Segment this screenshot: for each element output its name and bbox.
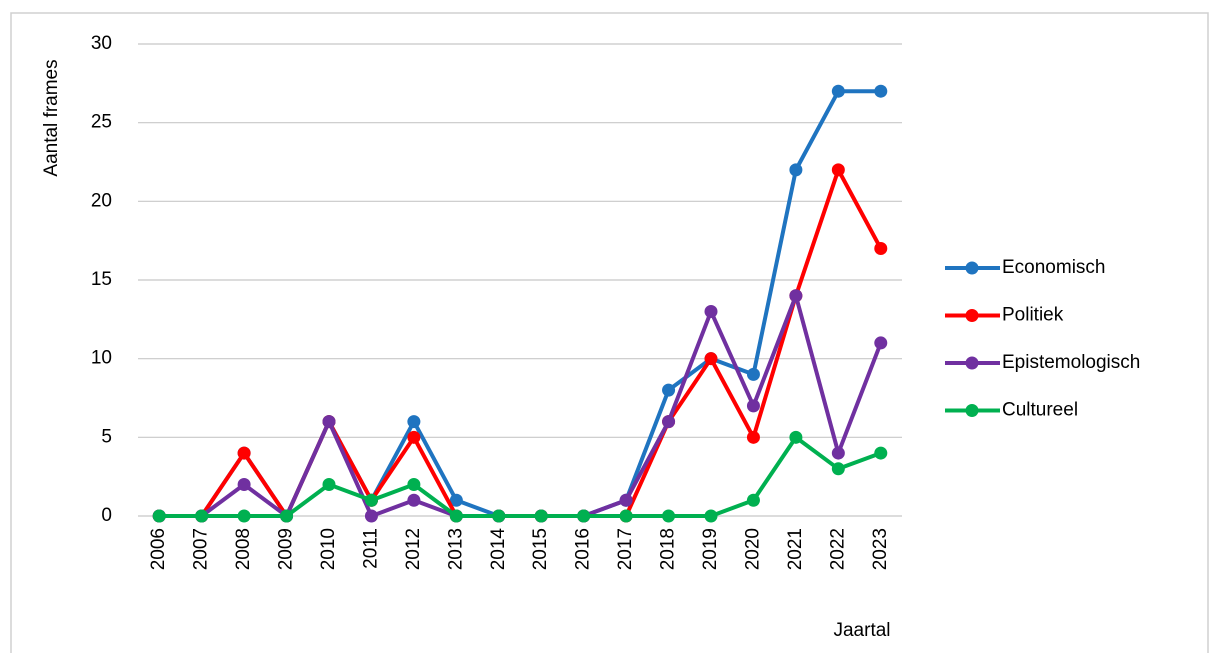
data-point	[831, 462, 845, 476]
legend-marker	[965, 309, 979, 322]
y-tick-label: 0	[101, 505, 112, 526]
data-point	[237, 478, 251, 492]
data-point	[195, 509, 209, 523]
x-tick-label: 2023	[870, 528, 891, 570]
data-point	[449, 493, 463, 507]
legend-label: Epistemologisch	[1002, 352, 1140, 373]
x-tick-label: 2015	[530, 528, 551, 570]
data-point	[746, 399, 760, 413]
data-point	[704, 304, 718, 318]
y-axis-title: Aantal frames	[41, 59, 62, 176]
legend-marker	[965, 356, 979, 370]
data-point	[534, 509, 548, 523]
y-tick-label: 15	[91, 269, 112, 290]
data-point	[746, 493, 760, 507]
data-point	[322, 415, 336, 429]
data-point	[237, 446, 251, 460]
data-point	[746, 430, 760, 444]
x-tick-label: 2006	[148, 528, 169, 570]
data-point	[789, 430, 803, 444]
data-point	[704, 509, 718, 523]
data-point	[407, 478, 421, 492]
data-point	[662, 509, 676, 523]
x-tick-label: 2016	[573, 528, 594, 570]
y-tick-label: 20	[91, 190, 112, 211]
x-tick-label: 2010	[318, 528, 339, 570]
x-tick-label: 2013	[445, 528, 466, 570]
data-point	[577, 509, 591, 523]
x-tick-label: 2012	[403, 528, 424, 570]
series-line	[159, 89, 881, 518]
data-point	[407, 430, 421, 444]
legend-label: Economisch	[1002, 257, 1106, 278]
x-tick-label: 2008	[233, 528, 254, 570]
x-tick-label: 2014	[488, 528, 509, 571]
legend-label: Politiek	[1002, 305, 1064, 326]
x-tick-label: 2019	[700, 528, 721, 570]
data-point	[874, 446, 888, 460]
chart-border	[10, 12, 1209, 653]
data-point	[831, 446, 845, 460]
x-tick-label: 2018	[658, 528, 679, 570]
x-tick-label: 2009	[276, 528, 297, 570]
data-point	[789, 289, 803, 303]
data-point	[874, 242, 888, 256]
data-point	[874, 336, 888, 350]
legend-label: Cultureel	[1002, 400, 1078, 421]
series-line	[159, 167, 883, 518]
data-point	[237, 509, 251, 523]
data-point	[789, 163, 803, 177]
data-point	[364, 493, 378, 507]
legend-marker	[965, 261, 979, 275]
x-axis-title: Jaartal	[833, 620, 890, 641]
y-tick-label: 5	[101, 426, 112, 447]
legend-marker	[965, 404, 979, 417]
y-tick-label: 10	[91, 348, 112, 369]
series-line	[159, 435, 882, 518]
y-tick-label: 30	[91, 33, 112, 54]
data-point	[662, 415, 676, 429]
data-point	[831, 84, 845, 98]
x-tick-label: 2011	[360, 528, 381, 569]
x-tick-label: 2017	[615, 528, 636, 570]
series-line	[159, 293, 883, 518]
x-tick-label: 2020	[742, 528, 763, 570]
data-point	[662, 383, 676, 397]
data-point	[831, 163, 845, 177]
x-tick-label: 2021	[785, 528, 806, 570]
data-point	[874, 84, 888, 98]
data-point	[746, 367, 760, 381]
data-point	[492, 509, 506, 523]
data-point	[322, 478, 336, 492]
data-point	[449, 509, 463, 523]
data-point	[152, 509, 166, 523]
data-point	[407, 415, 421, 429]
y-tick-label: 25	[91, 112, 112, 133]
data-point	[364, 509, 378, 523]
data-point	[407, 493, 421, 507]
x-tick-label: 2022	[827, 528, 848, 570]
x-tick-label: 2007	[191, 528, 212, 570]
data-point	[619, 509, 633, 523]
data-point	[280, 509, 294, 523]
data-point	[704, 352, 718, 366]
data-point	[619, 493, 633, 507]
